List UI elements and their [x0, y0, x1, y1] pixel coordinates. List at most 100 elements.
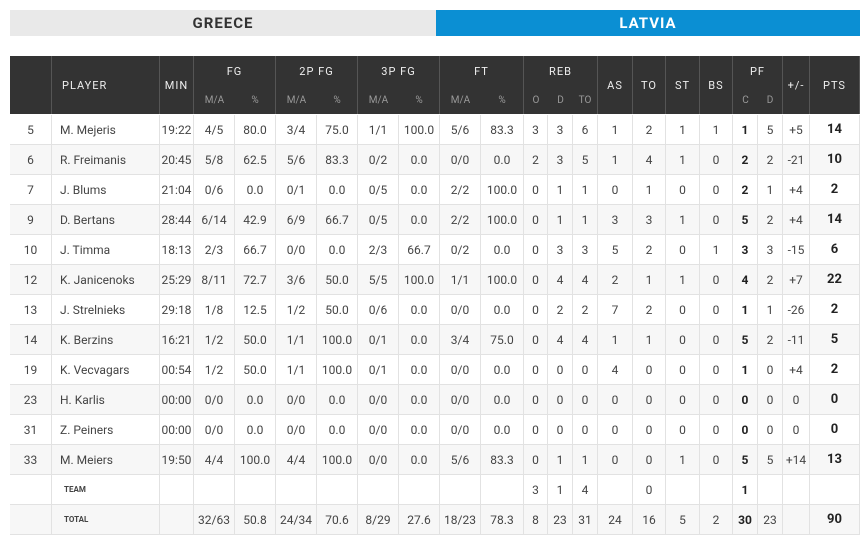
- column-header: BS: [700, 56, 733, 114]
- table-cell: 1: [666, 445, 700, 475]
- table-cell: 0/1: [276, 175, 317, 205]
- table-cell: 28:44: [160, 205, 194, 235]
- table-cell: +4: [783, 205, 810, 235]
- table-cell: 3: [758, 235, 783, 265]
- table-cell: 0/0: [276, 235, 317, 265]
- table-cell: 0: [573, 385, 598, 415]
- table-cell: 100.0: [317, 325, 358, 355]
- table-cell: 00:54: [160, 355, 194, 385]
- table-cell: [10, 505, 52, 535]
- row: [10, 475, 860, 505]
- table-cell: +14: [783, 445, 810, 475]
- table-cell: 2: [633, 295, 666, 325]
- table-cell: 32/63: [194, 505, 235, 535]
- table-cell: 83.3: [317, 145, 358, 175]
- table-cell: D. Bertans: [52, 205, 160, 235]
- table-cell: -26: [783, 295, 810, 325]
- table-cell: 0: [700, 445, 733, 475]
- table-cell: 4: [573, 475, 598, 505]
- table-cell: 5: [733, 445, 758, 475]
- table-cell: 3/6: [276, 265, 317, 295]
- sub-column: D: [758, 86, 783, 114]
- table-cell: 1: [666, 145, 700, 175]
- table-cell: 1: [548, 445, 573, 475]
- table-cell: [10, 475, 52, 505]
- table-cell: 1: [598, 325, 633, 355]
- table-cell: [783, 505, 810, 535]
- row: [10, 205, 860, 235]
- table-cell: 0.0: [317, 385, 358, 415]
- table-cell: 50.0: [235, 355, 276, 385]
- table-cell: 0: [758, 385, 783, 415]
- table-cell: 42.9: [235, 205, 276, 235]
- table-cell: 0: [700, 265, 733, 295]
- table-cell: 0: [666, 325, 700, 355]
- table-cell: 100.0: [399, 115, 440, 145]
- table-cell: 4: [573, 325, 598, 355]
- team-tab[interactable]: GREECE: [10, 10, 436, 36]
- table-cell: 0/0: [440, 415, 481, 445]
- row: [10, 325, 860, 355]
- table-cell: 0: [524, 265, 548, 295]
- table-cell: 5: [810, 325, 860, 355]
- table-cell: 00:00: [160, 415, 194, 445]
- table-cell: 62.5: [235, 145, 276, 175]
- table-cell: 80.0: [235, 115, 276, 145]
- table-cell: 0.0: [317, 175, 358, 205]
- table-cell: [358, 475, 399, 505]
- table-cell: 0/0: [194, 385, 235, 415]
- table-cell: 4: [633, 145, 666, 175]
- table-cell: 0/6: [358, 295, 399, 325]
- row: [10, 115, 860, 145]
- table-cell: 1: [548, 175, 573, 205]
- column-group: REB: [524, 56, 598, 86]
- team-tab[interactable]: LATVIA: [436, 10, 860, 36]
- table-cell: 7: [598, 295, 633, 325]
- table-cell: 100.0: [481, 205, 524, 235]
- table-cell: 1/8: [194, 295, 235, 325]
- column-group: FT: [440, 56, 524, 86]
- table-cell: [235, 475, 276, 505]
- table-cell: 1: [573, 175, 598, 205]
- table-cell: 10: [810, 145, 860, 175]
- table-cell: 3: [548, 235, 573, 265]
- table-cell: 100.0: [317, 445, 358, 475]
- sub-column: %: [317, 86, 358, 114]
- table-cell: 24: [598, 505, 633, 535]
- table-cell: [440, 475, 481, 505]
- table-cell: 66.7: [235, 235, 276, 265]
- table-cell: 0.0: [317, 235, 358, 265]
- table-cell: 0/0: [276, 415, 317, 445]
- table-cell: 23: [548, 505, 573, 535]
- table-cell: 0.0: [481, 145, 524, 175]
- table-cell: 0: [524, 445, 548, 475]
- table-cell: 1: [666, 265, 700, 295]
- table-cell: 0: [700, 175, 733, 205]
- sub-column: M/A: [204, 94, 225, 106]
- table-cell: 0/0: [276, 385, 317, 415]
- table-cell: 0: [810, 415, 860, 445]
- table-cell: 0.0: [481, 355, 524, 385]
- table-cell: 29:18: [160, 295, 194, 325]
- sub-column: %: [235, 86, 276, 114]
- sub-column: O: [532, 94, 540, 106]
- table-cell: 18:13: [160, 235, 194, 265]
- table-cell: 3: [733, 235, 758, 265]
- table-cell: 2/2: [440, 205, 481, 235]
- table-cell: +5: [783, 115, 810, 145]
- table-cell: 0: [524, 235, 548, 265]
- table-cell: 0.0: [399, 415, 440, 445]
- table-cell: 22: [810, 265, 860, 295]
- table-cell: 1: [633, 325, 666, 355]
- table-cell: 0: [700, 295, 733, 325]
- table-cell: 0: [548, 385, 573, 415]
- table-cell: 2: [573, 295, 598, 325]
- table-cell: 0.0: [481, 235, 524, 265]
- table-cell: 100.0: [481, 265, 524, 295]
- table-cell: 1: [548, 475, 573, 505]
- table-cell: 0: [700, 355, 733, 385]
- table-cell: 1/2: [276, 295, 317, 325]
- table-cell: 0: [758, 415, 783, 445]
- table-cell: 0: [598, 445, 633, 475]
- table-cell: 5: [733, 325, 758, 355]
